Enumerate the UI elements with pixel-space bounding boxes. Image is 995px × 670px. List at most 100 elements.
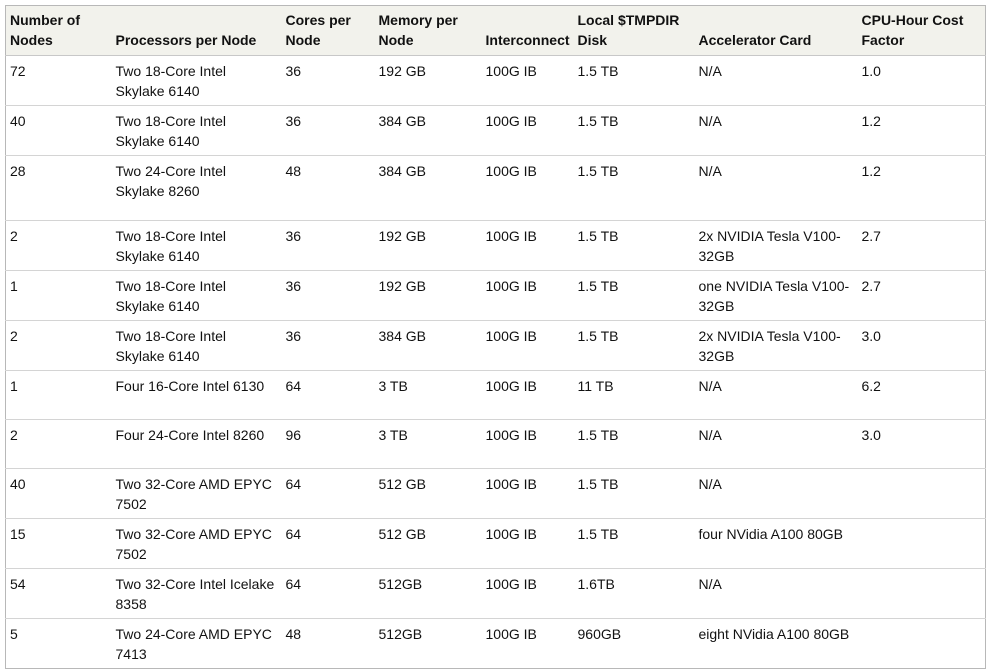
cell-interconnect: 100G IB — [481, 320, 574, 371]
node-specs-table: Number of Nodes Processors per Node Core… — [5, 5, 986, 669]
header-row: Number of Nodes Processors per Node Core… — [5, 5, 986, 56]
cell-interconnect: 100G IB — [481, 270, 574, 321]
cell-accelerator-card: N/A — [694, 155, 858, 221]
cell-number-of-nodes: 2 — [5, 220, 112, 271]
cell-memory-per-node: 384 GB — [374, 105, 482, 156]
cell-cores-per-node: 48 — [285, 626, 302, 642]
cell-accelerator-card: N/A — [694, 370, 858, 420]
cell-interconnect: 100G IB — [481, 155, 574, 221]
cell-processors-per-node: Two 32-Core AMD EPYC 7502 — [111, 518, 282, 569]
cell-local-tmpdir-disk: 960GB — [577, 626, 622, 642]
node-specs-table-container: Number of Nodes Processors per Node Core… — [5, 5, 986, 669]
table-row: 1 Two 18-Core Intel Skylake 6140 36 192 GB 1… — [5, 270, 986, 321]
cell-cpu-hour-cost-factor: 2.7 — [857, 220, 986, 271]
header-memory-per-node: Memory per Node — [374, 5, 482, 56]
cell-processors-per-node: Four 24-Core Intel 8260 — [111, 419, 282, 469]
cell-cpu-hour-cost-factor — [858, 619, 986, 669]
cell-local-tmpdir-disk: 1.6TB — [573, 568, 695, 619]
header-processors-per-node: Processors per Node — [111, 5, 282, 56]
cell-local-tmpdir-disk: 1.5 TB — [573, 320, 695, 371]
header-accelerator-card: Accelerator Card — [694, 5, 858, 56]
cell-cpu-hour-cost-factor: 3.0 — [857, 419, 986, 469]
cell-cores-per-node: 64 — [281, 370, 375, 420]
cell-number-of-nodes: 40 — [5, 105, 112, 156]
cell-memory-per-node: 3 TB — [374, 419, 482, 469]
cell-processors-per-node: Two 24-Core Intel Skylake 8260 — [111, 155, 282, 221]
table-body: 72 Two 18-Core Intel Skylake 6140 36 192 GB… — [5, 55, 986, 669]
cell-memory-per-node: 512GB — [378, 626, 423, 642]
header-interconnect: Interconnect — [481, 5, 574, 56]
cell-local-tmpdir-disk: 1.5 TB — [573, 155, 695, 221]
cell-accelerator-card: N/A — [694, 419, 858, 469]
cell-memory-per-node: 512 GB — [374, 518, 482, 569]
cell-local-tmpdir-disk: 1.5 TB — [573, 220, 695, 271]
cell-accelerator-card: one NVIDIA Tesla V100-32GB — [694, 270, 858, 321]
table-row: 2 Two 18-Core Intel Skylake 6140 36 192 GB 1… — [5, 220, 986, 271]
cell-cpu-hour-cost-factor — [857, 468, 986, 519]
table-row: 40 Two 18-Core Intel Skylake 6140 36 384 GB… — [5, 105, 986, 156]
cell-processors-per-node: Two 24-Core AMD EPYC 7413 — [115, 626, 272, 662]
cell-local-tmpdir-disk: 1.5 TB — [573, 518, 695, 569]
cell-memory-per-node: 192 GB — [374, 55, 482, 106]
table-row: 2 Two 18-Core Intel Skylake 6140 36 384 GB 1… — [5, 320, 986, 371]
cell-cores-per-node: 48 — [281, 155, 375, 221]
cell-processors-per-node: Two 18-Core Intel Skylake 6140 — [111, 320, 282, 371]
cell-accelerator-card: N/A — [694, 105, 858, 156]
cell-cores-per-node: 64 — [281, 568, 375, 619]
table-row: 15 Two 32-Core AMD EPYC 7502 64 512 GB 100G … — [5, 518, 986, 569]
cell-number-of-nodes: 28 — [5, 155, 112, 221]
cell-number-of-nodes: 1 — [5, 270, 112, 321]
table-row: 2 Four 24-Core Intel 8260 96 3 TB 100G IB 1.5… — [5, 419, 986, 469]
cell-cpu-hour-cost-factor: 1.0 — [857, 55, 986, 106]
cell-cpu-hour-cost-factor — [857, 518, 986, 569]
cell-accelerator-card: N/A — [694, 55, 858, 106]
cell-interconnect: 100G IB — [481, 105, 574, 156]
cell-local-tmpdir-disk: 1.5 TB — [573, 105, 695, 156]
cell-accelerator-card: N/A — [694, 468, 858, 519]
cell-interconnect: 100G IB — [481, 518, 574, 569]
cell-cpu-hour-cost-factor: 6.2 — [857, 370, 986, 420]
cell-memory-per-node: 192 GB — [374, 270, 482, 321]
cell-cores-per-node: 36 — [281, 270, 375, 321]
cell-interconnect: 100G IB — [481, 370, 574, 420]
cell-processors-per-node: Two 18-Core Intel Skylake 6140 — [111, 270, 282, 321]
table-row: 72 Two 18-Core Intel Skylake 6140 36 192 GB… — [5, 55, 986, 106]
table-row: 5 Two 24-Core AMD EPYC 7413 48 512GB 100G IB… — [6, 619, 986, 669]
cell-interconnect: 100G IB — [481, 55, 574, 106]
cell-cpu-hour-cost-factor: 2.7 — [857, 270, 986, 321]
header-local-tmpdir-disk: Local $TMPDIR Disk — [573, 5, 695, 56]
cell-cpu-hour-cost-factor: 1.2 — [857, 155, 986, 221]
cell-number-of-nodes: 72 — [5, 55, 112, 106]
header-cores-per-node: Cores per Node — [281, 5, 375, 56]
header-number-of-nodes: Number of Nodes — [5, 5, 112, 56]
cell-processors-per-node: Two 18-Core Intel Skylake 6140 — [111, 55, 282, 106]
cell-processors-per-node: Two 32-Core AMD EPYC 7502 — [111, 468, 282, 519]
cell-processors-per-node: Two 32-Core Intel Icelake 8358 — [111, 568, 282, 619]
cell-local-tmpdir-disk: 11 TB — [573, 370, 695, 420]
cell-memory-per-node: 512GB — [374, 568, 482, 619]
cell-cores-per-node: 64 — [281, 518, 375, 569]
cell-accelerator-card: N/A — [694, 568, 858, 619]
table-header: Number of Nodes Processors per Node Core… — [5, 5, 986, 56]
cell-cores-per-node: 64 — [281, 468, 375, 519]
cell-interconnect: 100G IB — [481, 220, 574, 271]
cell-cores-per-node: 36 — [281, 220, 375, 271]
cell-number-of-nodes: 2 — [5, 419, 112, 469]
cell-cores-per-node: 36 — [281, 55, 375, 106]
cell-local-tmpdir-disk: 1.5 TB — [573, 419, 695, 469]
cell-accelerator-card: 2x NVIDIA Tesla V100-32GB — [694, 320, 858, 371]
cell-number-of-nodes: 15 — [5, 518, 112, 569]
cell-interconnect: 100G IB — [481, 568, 574, 619]
cell-cores-per-node: 36 — [281, 320, 375, 371]
cell-accelerator-card: four NVidia A100 80GB — [694, 518, 858, 569]
cell-memory-per-node: 512 GB — [374, 468, 482, 519]
cell-cores-per-node: 36 — [281, 105, 375, 156]
table-row: 1 Four 16-Core Intel 6130 64 3 TB 100G IB 11 … — [5, 370, 986, 420]
cell-memory-per-node: 384 GB — [374, 320, 482, 371]
cell-cpu-hour-cost-factor: 3.0 — [857, 320, 986, 371]
cell-number-of-nodes: 54 — [5, 568, 112, 619]
header-cpu-hour-cost-factor: CPU-Hour Cost Factor — [857, 5, 986, 56]
cell-processors-per-node: Two 18-Core Intel Skylake 6140 — [111, 105, 282, 156]
cell-local-tmpdir-disk: 1.5 TB — [573, 468, 695, 519]
cell-accelerator-card: eight NVidia A100 80GB — [698, 626, 850, 642]
